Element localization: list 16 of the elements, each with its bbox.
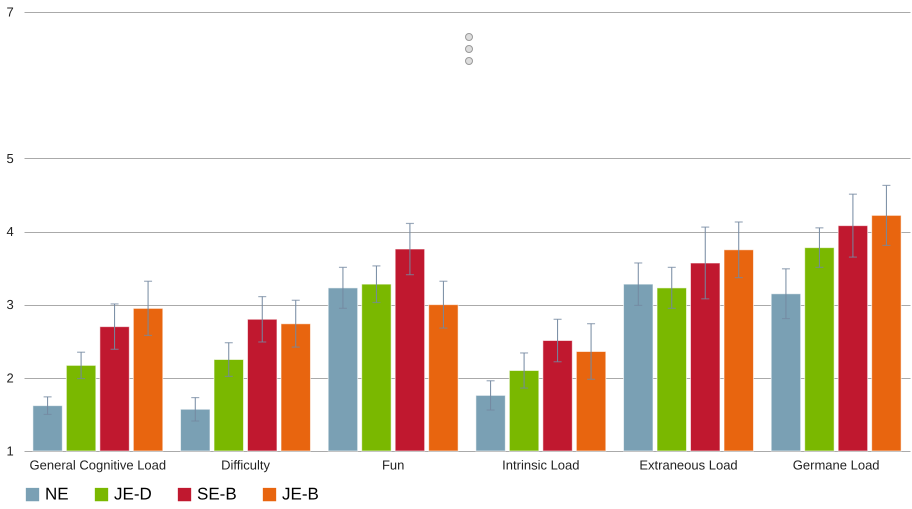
legend-label: SE-B: [197, 484, 237, 504]
y-tick-label: 4: [6, 224, 14, 239]
x-tick-label: Fun: [382, 458, 404, 472]
x-tick-label: Extraneous Load: [639, 458, 738, 472]
legend-label: JE-B: [282, 484, 319, 504]
y-tick-label: 3: [6, 297, 14, 312]
y-tick-label: 1: [6, 444, 14, 458]
legend-label: NE: [45, 484, 69, 504]
x-tick-label: General Cognitive Load: [30, 458, 166, 472]
x-tick-label: Difficulty: [221, 458, 270, 472]
legend-label: JE-D: [114, 484, 152, 504]
x-tick-label: Intrinsic Load: [502, 458, 580, 472]
x-tick-label: Germane Load: [792, 458, 880, 472]
y-tick-label: 2: [6, 370, 14, 386]
y-tick-label: 7: [6, 4, 14, 20]
y-tick-label: 5: [6, 150, 14, 166]
